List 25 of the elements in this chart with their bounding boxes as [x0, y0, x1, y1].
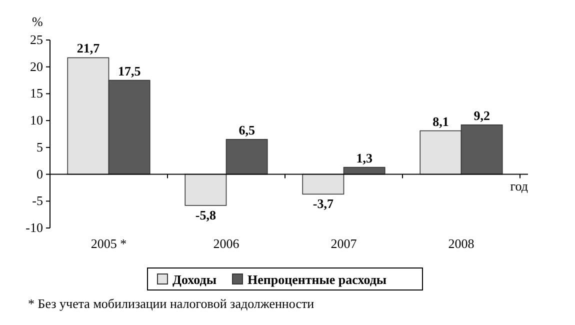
x-tick-label: 2006: [213, 236, 240, 251]
legend-label: Доходы: [172, 272, 216, 287]
y-tick-label: 25: [30, 32, 43, 47]
y-tick-label: 15: [30, 86, 43, 101]
data-label: 6,5: [238, 122, 256, 138]
data-label: 9,2: [474, 108, 490, 123]
data-label: -3,7: [312, 196, 334, 212]
y-axis-title: %: [32, 14, 43, 29]
data-label: 8,1: [432, 114, 449, 129]
x-axis-title: год: [510, 178, 528, 194]
data-label: 21,7: [76, 40, 100, 56]
data-label: 17,5: [118, 63, 142, 78]
x-tick-label: 2008: [448, 236, 474, 251]
y-tick-label: 0: [36, 166, 43, 182]
text: * Без учета мобилизации налоговой задолженности: [28, 296, 314, 311]
data-label: -5,8: [195, 207, 216, 222]
data-label: 1,3: [356, 150, 373, 166]
legend-label: Непроцентные расходы: [248, 272, 387, 287]
y-tick-label: 20: [30, 58, 43, 74]
y-tick-label: -5: [32, 193, 43, 208]
y-tick-label: 5: [36, 139, 43, 154]
y-tick-label: 10: [30, 112, 43, 128]
x-tick-label: 2007: [330, 236, 358, 251]
x-tick-label: 2005 *: [90, 236, 127, 251]
y-tick-label: -10: [26, 220, 43, 235]
